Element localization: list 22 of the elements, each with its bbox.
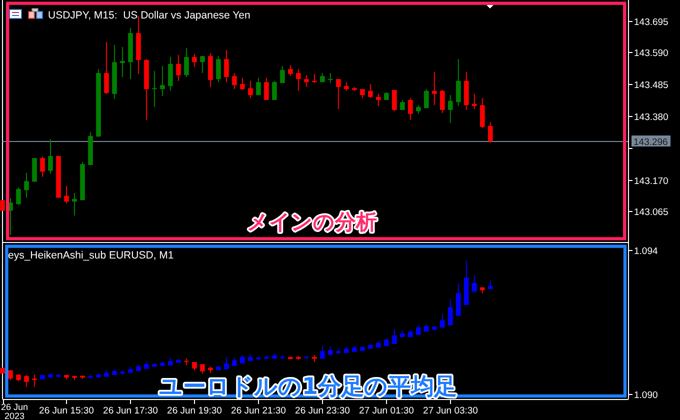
y-tick-label: 143.590 xyxy=(634,48,668,59)
x-tick-label: 26 Jun 21:30 xyxy=(231,406,286,416)
x-tick-label: 26 Jun 15:30 xyxy=(39,406,94,416)
x-tick-label: 27 Jun 01:30 xyxy=(359,406,414,416)
x-tick-label: 26 Jun 19:30 xyxy=(167,406,222,416)
y-tick-label: 143.065 xyxy=(634,207,668,218)
y-tick-label: 143.485 xyxy=(634,80,668,91)
y-tick-label: 143.170 xyxy=(634,176,668,187)
ref-line-label: 143.296 xyxy=(634,137,668,148)
title: USDJPY, M15: US Dollar vs Japanese Yen xyxy=(48,10,250,22)
annotation: メインの分析 xyxy=(247,210,377,234)
x-tick-label: 26 Jun 17:30 xyxy=(103,406,158,416)
y-tick-label: 1.094 xyxy=(634,246,658,257)
y-tick-label: 1.090 xyxy=(634,390,658,401)
y-tick-label: 143.695 xyxy=(634,17,668,28)
x-tick-label: 27 Jun 03:30 xyxy=(423,406,478,416)
x-tick-label: 26 Jun 2023 xyxy=(1,402,28,420)
title: eys_HeikenAshi_sub EURUSD, M1 xyxy=(8,250,174,262)
annotation: ユーロドルの1分足の平均足 xyxy=(159,374,457,400)
ref-label: 143.296 xyxy=(632,136,670,148)
y-tick-label: 143.380 xyxy=(634,112,668,123)
x-tick-label: 26 Jun 23:30 xyxy=(295,406,350,416)
